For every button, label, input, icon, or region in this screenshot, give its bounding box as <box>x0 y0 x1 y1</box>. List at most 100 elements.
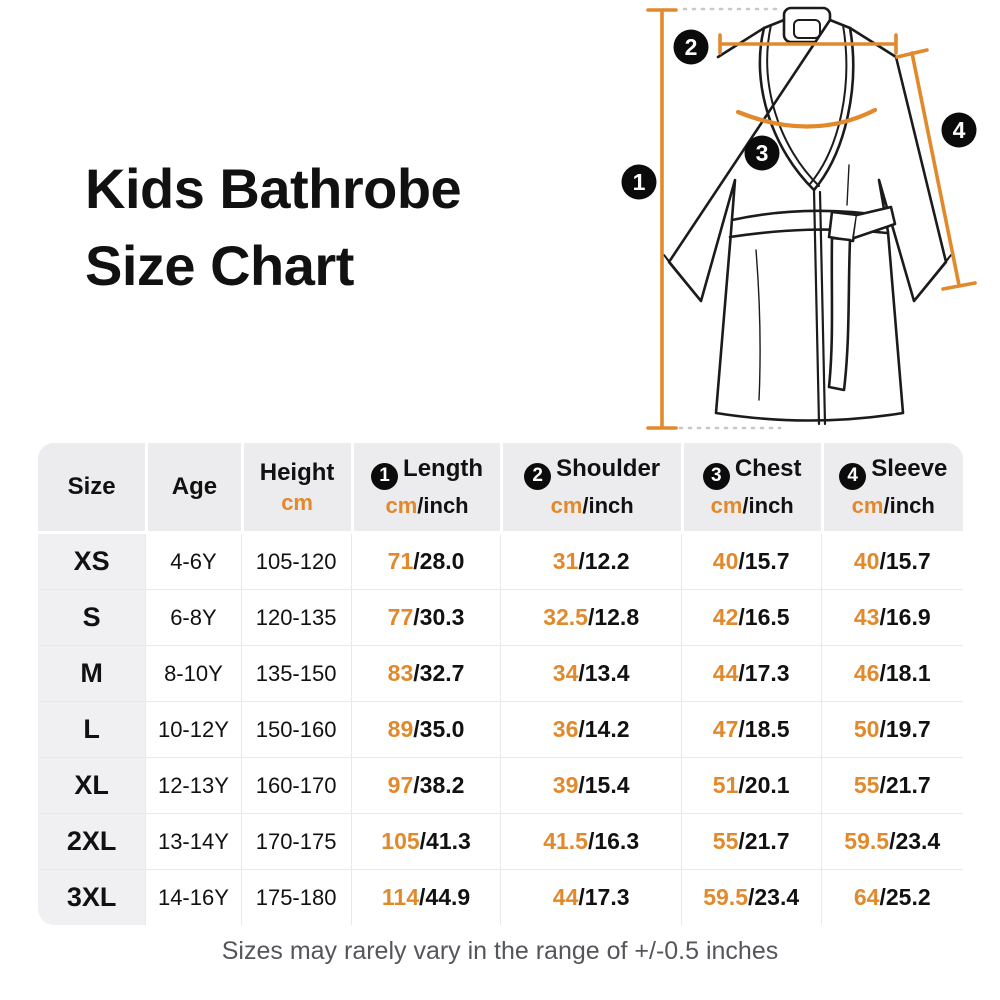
size-chart-table-card: Size Age Height cm 1 Length cm/inch 2 Shou… <box>38 443 963 925</box>
right-lapel-inner <box>809 24 848 185</box>
table-row: XL 12-13Y 160-170 97/38.2 39/15.4 51/20.1 55/2… <box>38 757 963 813</box>
chest-measure-line <box>735 107 878 129</box>
sleeve-column-header: 4 Sleeve cm/inch <box>820 443 963 534</box>
age-cell: 6-8Y <box>145 589 241 645</box>
chest-cell: 55/21.7 <box>680 813 821 869</box>
length-cell: 114/44.9 <box>350 869 501 925</box>
height-cell: 135-150 <box>240 645 351 701</box>
hanger-tab-inner <box>793 19 821 39</box>
height-cell: 150-160 <box>240 701 351 757</box>
marker-1-icon: 1 <box>621 164 657 200</box>
height-cell: 105-120 <box>240 534 351 589</box>
size-cell: S <box>38 589 146 645</box>
chest-cell: 59.5/23.4 <box>680 869 821 925</box>
right-lapel-outer <box>812 26 855 192</box>
shoulder-cell: 31/12.2 <box>500 534 681 589</box>
chest-column-header: 3 Chest cm/inch <box>680 443 821 534</box>
belt-flap <box>852 205 897 240</box>
header-row: Size Age Height cm 1 Length cm/inch 2 Shou… <box>38 443 963 534</box>
length-cell: 105/41.3 <box>350 813 501 869</box>
size-chart-table: Size Age Height cm 1 Length cm/inch 2 Shou… <box>38 443 963 925</box>
diagram-markers: 1 2 3 4 <box>621 29 977 200</box>
svg-text:4: 4 <box>953 117 966 143</box>
length-measure-line <box>646 8 678 430</box>
svg-text:1: 1 <box>633 169 646 195</box>
footer-note: Sizes may rarely vary in the range of +/… <box>221 937 779 965</box>
belt-knot <box>827 210 859 243</box>
age-cell: 12-13Y <box>145 757 241 813</box>
size-cell: XS <box>38 534 146 589</box>
marker-1-icon: 1 <box>371 462 399 490</box>
marker-2-icon: 2 <box>673 29 709 65</box>
marker-2-icon: 2 <box>524 462 552 490</box>
sleeve-cell: 64/25.2 <box>820 869 963 925</box>
chest-cell: 42/16.5 <box>680 589 821 645</box>
height-cell: 170-175 <box>240 813 351 869</box>
shoulder-cell: 32.5/12.8 <box>500 589 681 645</box>
sleeve-cell: 43/16.9 <box>820 589 963 645</box>
left-lapel-outer <box>758 26 816 192</box>
table-row: XS 4-6Y 105-120 71/28.0 31/12.2 40/15.7 40/15.… <box>38 534 963 589</box>
bathrobe-diagram: 1 2 3 4 <box>598 0 990 450</box>
shoulder-cell: 36/14.2 <box>500 701 681 757</box>
length-cell: 83/32.7 <box>350 645 501 701</box>
table-row: S 6-8Y 120-135 77/30.3 32.5/12.8 42/16.5 43/16… <box>38 589 963 645</box>
sleeve-cell: 46/18.1 <box>820 645 963 701</box>
shoulder-cell: 41.5/16.3 <box>500 813 681 869</box>
age-cell: 10-12Y <box>145 701 241 757</box>
right-cuff-stripes <box>917 254 952 297</box>
bathrobe-sketch-svg: 1 2 3 4 <box>621 6 977 430</box>
chest-cell: 47/18.5 <box>680 701 821 757</box>
left-cuff-stripes <box>663 254 698 297</box>
age-cell: 13-14Y <box>145 813 241 869</box>
sleeve-cell: 59.5/23.4 <box>820 813 963 869</box>
table-row: 2XL 13-14Y 170-175 105/41.3 41.5/16.3 55/21.7… <box>38 813 963 869</box>
length-cell: 77/30.3 <box>350 589 501 645</box>
size-cell: M <box>38 645 146 701</box>
page-title-line2: Size Chart <box>85 234 354 298</box>
length-cell: 71/28.0 <box>350 534 501 589</box>
marker-3-icon: 3 <box>702 462 730 490</box>
size-cell: 2XL <box>38 813 146 869</box>
size-cell: XL <box>38 757 146 813</box>
table-row: 3XL 14-16Y 175-180 114/44.9 44/17.3 59.5/23.4… <box>38 869 963 925</box>
page-title-line1: Kids Bathrobe <box>85 157 462 220</box>
shoulder-measure-line <box>718 33 898 55</box>
shoulder-cell: 34/13.4 <box>500 645 681 701</box>
chest-cell: 44/17.3 <box>680 645 821 701</box>
size-cell: L <box>38 701 146 757</box>
shoulder-column-header: 2 Shoulder cm/inch <box>500 443 681 534</box>
length-column-header: 1 Length cm/inch <box>350 443 501 534</box>
marker-4-icon: 4 <box>941 112 977 148</box>
table-row: M 8-10Y 135-150 83/32.7 34/13.4 44/17.3 46/18.… <box>38 645 963 701</box>
height-cell: 160-170 <box>240 757 351 813</box>
page-title: Kids Bathrobe Size Chart <box>85 150 462 305</box>
height-column-header: Height cm <box>240 443 351 534</box>
age-cell: 4-6Y <box>145 534 241 589</box>
chest-cell: 40/15.7 <box>680 534 821 589</box>
sleeve-cell: 50/19.7 <box>820 701 963 757</box>
size-cell: 3XL <box>38 869 146 925</box>
shoulder-cell: 44/17.3 <box>500 869 681 925</box>
age-column-header: Age <box>145 443 241 534</box>
fabric-creases <box>755 164 850 401</box>
size-table-body: XS 4-6Y 105-120 71/28.0 31/12.2 40/15.7 40/15.… <box>38 534 963 925</box>
length-cell: 97/38.2 <box>350 757 501 813</box>
bathrobe-sketch <box>663 6 952 426</box>
table-row: L 10-12Y 150-160 89/35.0 36/14.2 47/18.5 50/19… <box>38 701 963 757</box>
robe-body <box>667 18 948 422</box>
sleeve-measure-line <box>895 48 977 291</box>
size-column-header: Size <box>38 443 146 534</box>
age-cell: 14-16Y <box>145 869 241 925</box>
marker-4-icon: 4 <box>839 462 867 490</box>
length-cell: 89/35.0 <box>350 701 501 757</box>
height-cell: 175-180 <box>240 869 351 925</box>
svg-text:2: 2 <box>685 34 698 60</box>
sleeve-cell: 55/21.7 <box>820 757 963 813</box>
left-lapel-inner <box>766 24 820 187</box>
age-cell: 8-10Y <box>145 645 241 701</box>
shoulder-cell: 39/15.4 <box>500 757 681 813</box>
marker-3-icon: 3 <box>744 135 780 171</box>
svg-text:3: 3 <box>756 140 769 166</box>
chest-cell: 51/20.1 <box>680 757 821 813</box>
